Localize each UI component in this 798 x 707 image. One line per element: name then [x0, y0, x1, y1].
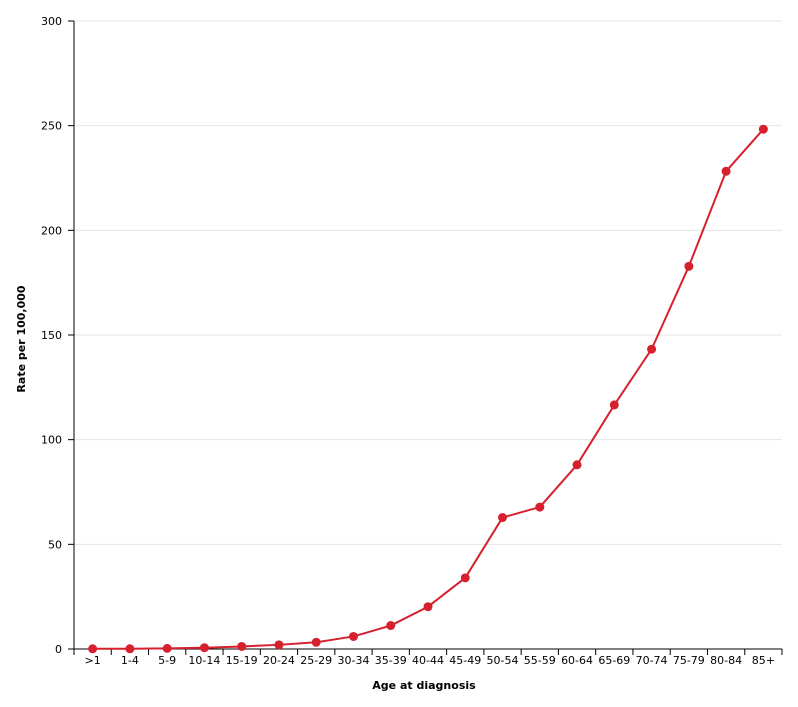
- data-point[interactable]: [647, 344, 657, 354]
- x-tick-label: 85+: [752, 654, 775, 667]
- series-layer: [88, 124, 768, 654]
- x-tick-label: 55-59: [524, 654, 556, 667]
- x-tick-label: 70-74: [636, 654, 668, 667]
- data-point[interactable]: [423, 602, 433, 612]
- data-point[interactable]: [498, 513, 508, 523]
- x-tick-label: 60-64: [561, 654, 593, 667]
- x-tick-label: 35-39: [375, 654, 407, 667]
- data-point[interactable]: [237, 641, 247, 651]
- y-tick-label: 0: [55, 643, 62, 656]
- data-point[interactable]: [125, 644, 135, 654]
- y-tick-label: 250: [41, 120, 62, 133]
- x-tick-label: 40-44: [412, 654, 444, 667]
- y-tick-label: 300: [41, 15, 62, 28]
- data-point[interactable]: [348, 631, 358, 641]
- x-tick-label: 45-49: [449, 654, 481, 667]
- series-line: [92, 128, 765, 650]
- x-tick-label: 20-24: [263, 654, 295, 667]
- x-tick-label: 25-29: [300, 654, 332, 667]
- data-point[interactable]: [386, 621, 396, 631]
- data-point[interactable]: [572, 460, 582, 470]
- data-point[interactable]: [758, 124, 768, 134]
- data-point[interactable]: [535, 502, 545, 512]
- y-tick-label: 100: [41, 434, 62, 447]
- data-point[interactable]: [460, 573, 470, 583]
- y-axis-ticks: 0 50 100 150 200 250 300: [41, 15, 74, 656]
- grid-lines: [74, 20, 782, 545]
- x-tick-label: 1-4: [121, 654, 139, 667]
- x-tick-label: 10-14: [188, 654, 220, 667]
- y-tick-label: 200: [41, 224, 62, 237]
- x-tick-label: >1: [85, 654, 101, 667]
- x-tick-label: 15-19: [226, 654, 258, 667]
- data-point[interactable]: [274, 640, 284, 650]
- data-point[interactable]: [88, 644, 98, 654]
- x-tick-label: 65-69: [598, 654, 630, 667]
- x-axis-title: Age at diagnosis: [372, 679, 476, 692]
- x-tick-label: 75-79: [673, 654, 705, 667]
- data-point[interactable]: [721, 166, 731, 176]
- data-point[interactable]: [162, 643, 172, 653]
- x-tick-label: 80-84: [710, 654, 742, 667]
- x-tick-label: 5-9: [158, 654, 176, 667]
- y-tick-label: 50: [48, 538, 62, 551]
- data-point[interactable]: [684, 261, 694, 271]
- data-point[interactable]: [311, 637, 321, 647]
- data-point[interactable]: [609, 400, 619, 410]
- y-tick-label: 150: [41, 329, 62, 342]
- y-axis-title: Rate per 100,000: [15, 285, 28, 392]
- x-tick-label: 30-34: [337, 654, 369, 667]
- data-point[interactable]: [199, 643, 209, 653]
- x-axis-ticks: >1 1-4 5-9 10-14 15-19 20-24 25-29 30-34 35-39 40…: [73, 649, 783, 667]
- x-tick-label: 50-54: [487, 654, 519, 667]
